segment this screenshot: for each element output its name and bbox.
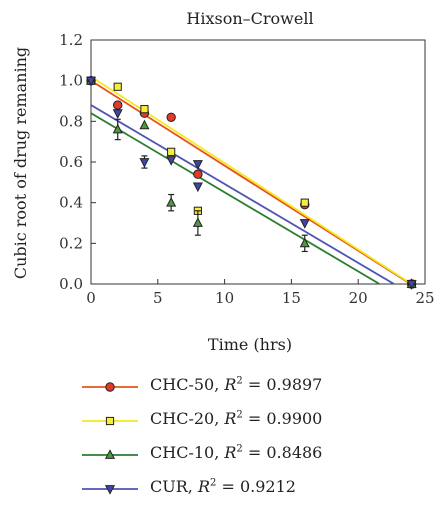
legend-r2-value: = 0.9897 (242, 375, 323, 394)
fit-line-chc-10 (91, 112, 382, 284)
legend-label-chc-20: CHC-20, R2 = 0.9900 (150, 409, 323, 428)
legend-series-name: CHC-50 (150, 375, 215, 394)
data-point-cur (112, 109, 123, 119)
plot-area: 0 5 10 15 20 25 0.0 0.2 0.4 0.6 0.8 1.0 1.2 (59, 31, 434, 307)
legend-swatch-chc-50 (82, 382, 138, 392)
data-point-chc-10 (166, 196, 177, 207)
data-point-chc-20 (140, 105, 149, 114)
legend-swatch-chc-20 (82, 416, 138, 426)
y-tick-label: 0.2 (59, 234, 83, 252)
legend-swatch-chc-10 (82, 449, 138, 459)
data-point-chc-10 (299, 237, 310, 248)
legend-r2-value: = 0.9900 (242, 409, 323, 428)
legend-r2-symbol: R (224, 375, 237, 394)
legend: CHC-50, R2 = 0.9897 CHC-20, R2 = 0.9900 … (80, 370, 440, 506)
data-point-chc-20 (113, 82, 122, 91)
x-tick-label: 5 (153, 289, 163, 307)
legend-marker (105, 416, 115, 426)
legend-marker (104, 449, 116, 459)
x-tick-label: 15 (282, 289, 301, 307)
y-tick-label: 1.2 (59, 31, 83, 49)
legend-series-name: CUR (150, 477, 188, 496)
legend-r2-symbol: R (197, 477, 210, 496)
y-tick-label: 0.0 (59, 275, 83, 293)
data-point-chc-20 (167, 147, 176, 156)
legend-label-chc-50: CHC-50, R2 = 0.9897 (150, 375, 323, 394)
data-point-cur (166, 156, 177, 166)
data-point-chc-10 (139, 119, 150, 130)
plot-frame (90, 39, 426, 285)
y-tick-label: 0.6 (59, 153, 83, 171)
y-tick-label: 0.8 (59, 112, 83, 130)
legend-swatch-cur (82, 485, 138, 495)
legend-item-chc-50: CHC-50, R2 = 0.9897 (80, 370, 440, 404)
legend-item-chc-10: CHC-10, R2 = 0.8486 (80, 438, 440, 472)
data-point-cur (192, 182, 203, 193)
data-point-chc-50 (193, 169, 203, 179)
y-tick-label: 0.4 (59, 194, 83, 212)
data-point-cur (192, 160, 203, 170)
legend-r2-value: = 0.8486 (242, 443, 323, 462)
x-tick-label: 0 (86, 289, 96, 307)
x-axis-title: Time (hrs) (208, 335, 292, 354)
data-point-chc-10 (192, 217, 203, 227)
data-point-chc-50 (166, 112, 176, 122)
hixson-crowell-chart: Hixson–Crowell 0 5 10 15 20 25 0.0 0.2 0.4 0.6 0.8… (11, 9, 435, 354)
data-point-cur (139, 158, 150, 168)
legend-series-name: CHC-10 (150, 443, 215, 462)
x-tick-label: 10 (215, 289, 234, 307)
chart-title: Hixson–Crowell (186, 9, 313, 28)
legend-series-name: CHC-20 (150, 409, 215, 428)
legend-r2-value: = 0.9212 (216, 477, 296, 496)
legend-label-cur: CUR, R2 = 0.9212 (150, 477, 296, 496)
y-axis-title: Cubic root of drug remaning (11, 47, 30, 279)
legend-r2-symbol: R (224, 409, 237, 428)
legend-marker (104, 485, 116, 495)
data-point-chc-10 (112, 123, 123, 134)
legend-label-chc-10: CHC-10, R2 = 0.8486 (150, 443, 323, 462)
data-point-cur (299, 219, 310, 229)
data-point-chc-20 (300, 198, 309, 207)
legend-item-cur: CUR, R2 = 0.9212 (80, 472, 440, 506)
y-tick-label: 1.0 (59, 72, 83, 90)
legend-item-chc-20: CHC-20, R2 = 0.9900 (80, 404, 440, 438)
data-point-cur (85, 76, 97, 87)
legend-r2-symbol: R (224, 443, 237, 462)
data-point-chc-50 (113, 100, 123, 110)
fit-line-cur (91, 104, 396, 284)
x-tick-label: 20 (349, 289, 368, 307)
data-point-cur (406, 280, 417, 290)
x-tick-label: 25 (415, 289, 434, 307)
legend-marker (105, 382, 115, 392)
